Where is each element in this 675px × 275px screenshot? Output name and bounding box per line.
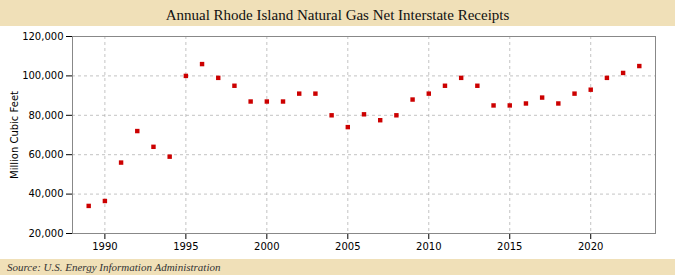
html-text:Source: U.S. Energy Informatio: Source: U.S. Energy Information Administ… (7, 261, 221, 273)
svg-text:2015: 2015 (497, 241, 522, 252)
svg-text:2010: 2010 (416, 241, 441, 252)
svg-text:2020: 2020 (578, 241, 603, 252)
svg-text:20,000: 20,000 (29, 228, 64, 239)
svg-text:2000: 2000 (254, 241, 279, 252)
svg-text:100,000: 100,000 (22, 70, 63, 81)
html-text:Annual Rhode Island Natural Ga: Annual Rhode Island Natural Gas Net Inte… (165, 7, 510, 23)
svg-text:120,000: 120,000 (22, 31, 63, 42)
svg-text:Million Cubic Feet: Million Cubic Feet (9, 91, 20, 179)
svg-text:1990: 1990 (92, 241, 117, 252)
svg-text:1995: 1995 (173, 241, 198, 252)
svg-text:40,000: 40,000 (29, 188, 64, 199)
svg-text:80,000: 80,000 (29, 110, 64, 121)
svg-text:60,000: 60,000 (29, 149, 64, 160)
svg-text:2005: 2005 (335, 241, 360, 252)
